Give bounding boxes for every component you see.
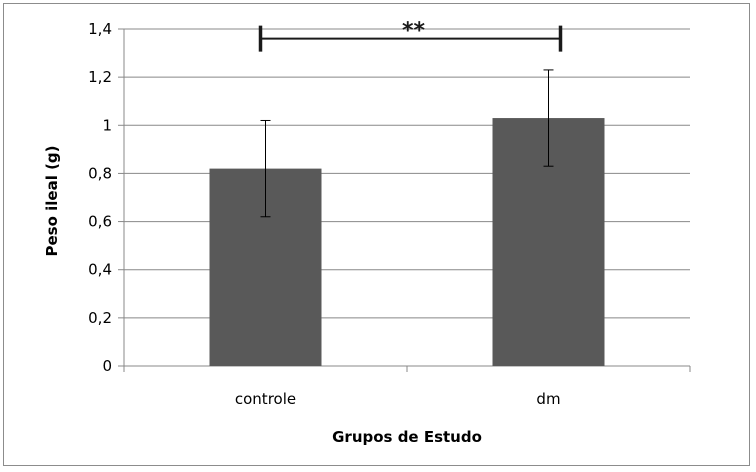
bars [209, 118, 605, 366]
y-axis-title: Peso ileal (g) [43, 145, 61, 256]
y-tick-label: 1 [102, 116, 112, 134]
error-bars [260, 69, 554, 218]
y-tick-label: 0 [102, 357, 112, 375]
y-tick-label: 1,2 [88, 68, 112, 86]
category-labels: controle dm [235, 390, 561, 408]
gridlines [124, 28, 690, 319]
y-tick-label: 0,8 [88, 164, 112, 182]
y-tick-label: 0,2 [88, 309, 112, 327]
chart-frame [3, 3, 750, 466]
significance-label: ** [402, 19, 426, 44]
y-tick-label: 1,4 [88, 20, 112, 38]
significance-bracket: ** [258, 19, 563, 52]
y-tick-label: 0,6 [88, 213, 112, 231]
category-label-controle: controle [235, 390, 296, 408]
y-tick-label: 0,4 [88, 261, 112, 279]
tick-labels: 0 0,2 0,4 0,6 0,8 1 1,2 1,4 [88, 20, 112, 375]
category-label-dm: dm [536, 390, 560, 408]
x-axis-title: Grupos de Estudo [332, 428, 482, 446]
